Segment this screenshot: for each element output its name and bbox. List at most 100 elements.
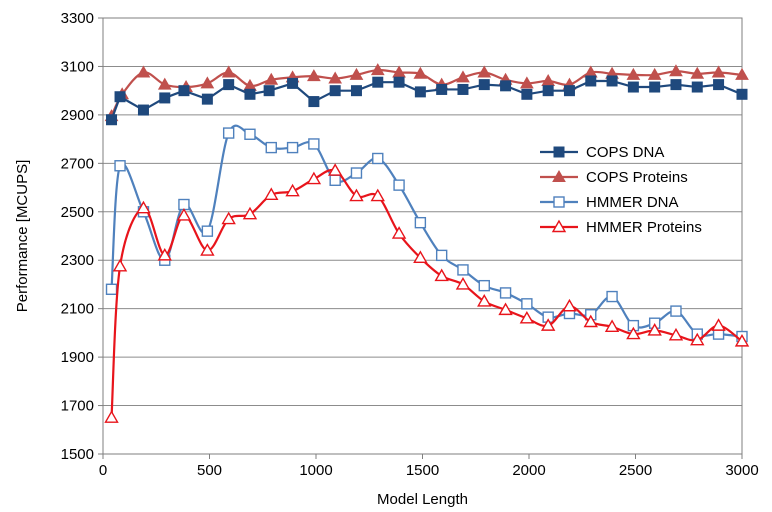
data-point [307, 69, 321, 82]
data-point [519, 310, 535, 324]
legend-label: HMMER Proteins [586, 219, 702, 236]
y-tick-label: 1700 [61, 398, 94, 415]
data-point [649, 81, 661, 93]
data-point [176, 208, 192, 221]
series-hmmer-dna [105, 124, 748, 343]
legend-item: COPS Proteins [540, 169, 688, 186]
data-point [286, 141, 299, 154]
x-tick-label: 2000 [512, 462, 545, 479]
x-tick-label: 0 [99, 462, 107, 479]
x-axis-ticks: 0 500 1000 1500 2000 2500 3000 [99, 454, 759, 479]
grid-lines [103, 17, 742, 455]
y-axis-ticks: 1500 1700 1900 2100 2300 2500 2700 2900 3100 3300 [61, 10, 103, 463]
data-point [540, 318, 556, 331]
data-point [244, 88, 256, 100]
y-tick-label: 2700 [61, 155, 94, 172]
data-point [457, 264, 469, 276]
data-point [223, 79, 235, 91]
legend-marker [553, 146, 565, 158]
data-point [478, 279, 490, 292]
data-point [711, 318, 726, 331]
data-point [604, 319, 620, 333]
data-point [414, 86, 426, 98]
data-point [308, 96, 320, 108]
data-point [200, 243, 215, 256]
data-point [136, 65, 151, 78]
data-point [201, 225, 214, 237]
data-point [285, 183, 300, 197]
data-point [606, 290, 618, 303]
data-point [327, 163, 343, 176]
data-point [520, 76, 534, 89]
data-point [583, 314, 598, 328]
x-axis-title: Model Length [377, 491, 468, 508]
data-point [308, 138, 320, 150]
data-point [157, 77, 172, 90]
data-point [713, 79, 725, 91]
legend-marker [551, 219, 567, 233]
data-point [647, 67, 662, 80]
data-point [136, 200, 151, 214]
data-point [434, 268, 449, 282]
data-point [562, 298, 577, 312]
data-point [477, 65, 492, 78]
data-point [563, 85, 575, 97]
data-point [626, 326, 641, 340]
data-point [521, 298, 533, 310]
data-point [669, 64, 683, 77]
data-point [391, 226, 407, 239]
data-point [691, 81, 703, 93]
legend: COPS DNA COPS Proteins HMMER DNA HMMER Prot… [540, 144, 702, 236]
data-point [414, 216, 427, 229]
data-point [222, 127, 235, 139]
legend-item: HMMER DNA [540, 194, 679, 211]
data-point [736, 88, 748, 100]
data-point [221, 211, 236, 225]
data-point [498, 302, 513, 316]
legend-label: COPS Proteins [586, 169, 688, 186]
series-hmmer-proteins [104, 163, 750, 423]
data-point [711, 65, 726, 78]
data-point [370, 188, 385, 202]
y-tick-label: 1900 [61, 349, 94, 366]
data-point [690, 66, 705, 79]
data-point [413, 66, 428, 79]
data-point [670, 79, 682, 91]
data-point [647, 323, 662, 336]
data-point [455, 277, 471, 290]
data-point [370, 63, 385, 76]
x-tick-label: 3000 [725, 462, 758, 479]
data-point [499, 287, 512, 299]
data-point [393, 179, 405, 191]
data-point [393, 76, 405, 88]
data-point [306, 171, 322, 185]
data-point [159, 92, 171, 104]
data-point [456, 70, 470, 83]
series-cops-proteins [104, 63, 749, 122]
data-point [349, 67, 364, 80]
data-point [500, 80, 512, 92]
series-cops-dna [106, 75, 748, 126]
data-point [349, 188, 364, 202]
data-point [242, 206, 258, 220]
y-tick-label: 3300 [61, 10, 94, 27]
data-point [435, 249, 448, 262]
data-point [627, 81, 639, 93]
data-point [670, 305, 682, 317]
data-point [735, 67, 749, 80]
data-point [114, 91, 126, 103]
data-point [328, 71, 343, 84]
data-point [585, 75, 597, 87]
data-point [263, 85, 275, 97]
data-point [105, 283, 118, 295]
series-line [110, 68, 743, 117]
data-point [478, 79, 490, 91]
data-point [264, 72, 279, 85]
data-point [157, 247, 172, 261]
legend-label: COPS DNA [586, 144, 664, 161]
data-point [264, 187, 279, 201]
y-tick-label: 2500 [61, 204, 94, 221]
data-point [112, 258, 128, 272]
data-point [350, 167, 363, 179]
